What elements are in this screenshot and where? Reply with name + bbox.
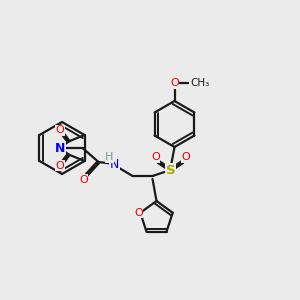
Text: O: O xyxy=(56,125,64,135)
Text: N: N xyxy=(110,158,119,170)
Text: CH₃: CH₃ xyxy=(190,78,209,88)
Text: O: O xyxy=(79,175,88,185)
Text: O: O xyxy=(56,161,64,171)
Text: O: O xyxy=(151,152,160,162)
Text: H: H xyxy=(105,152,114,162)
Text: O: O xyxy=(170,78,179,88)
Text: S: S xyxy=(166,164,175,176)
Text: N: N xyxy=(55,142,66,154)
Text: O: O xyxy=(181,152,190,162)
Text: O: O xyxy=(134,208,143,218)
